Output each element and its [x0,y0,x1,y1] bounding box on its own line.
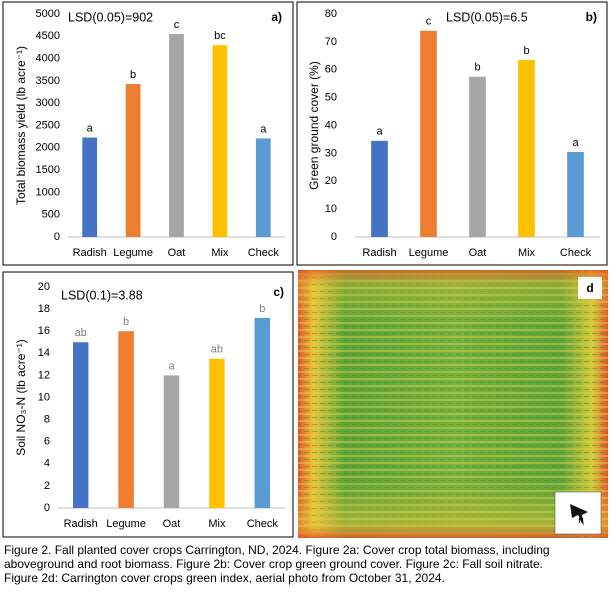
panel-label: b) [586,10,597,24]
y-tick-label: 8 [44,414,50,426]
bar [72,342,89,508]
panel-label: a) [271,10,282,24]
north-arrow [570,504,588,526]
significance-letter: a [260,123,267,135]
x-tick-label: Mix [211,247,229,259]
y-tick-label: 20 [325,175,337,187]
y-tick-label: 10 [38,391,50,403]
caption-line: aboveground and root biomass. Figure 2b:… [4,557,543,571]
significance-letter: ab [75,327,87,339]
y-tick-label: 4500 [36,30,60,42]
significance-letter: ab [211,344,223,356]
significance-letter: b [130,69,136,81]
y-tick-label: 2 [44,480,50,492]
y-tick-label: 40 [325,119,337,131]
bar [169,34,184,237]
panel-label: d [586,281,593,295]
x-tick-label: Legume [113,247,153,259]
y-axis-title: Soil NO₃-N (lb acre⁻¹) [14,339,28,456]
x-tick-label: Oat [469,247,487,259]
y-tick-label: 6 [44,436,50,448]
x-tick-label: Oat [168,247,186,259]
y-tick-label: 500 [42,209,60,221]
y-tick-label: 2000 [36,142,60,154]
y-tick-label: 80 [325,8,337,20]
significance-letter: bc [214,30,226,42]
x-tick-label: Radish [362,247,396,259]
significance-letter: b [474,62,480,74]
x-tick-label: Check [560,247,592,259]
bar [212,45,228,237]
y-axis-title: Green ground cover (%) [307,61,321,190]
y-tick-label: 1500 [36,164,60,176]
x-tick-label: Check [248,247,280,259]
y-tick-label: 0 [54,231,60,243]
y-tick-label: 16 [38,325,50,337]
x-tick-label: Mix [208,518,226,530]
bar [82,137,98,237]
bar [255,138,271,237]
significance-letter: b [123,316,129,328]
panel-frame [296,1,608,266]
y-tick-label: 0 [44,502,50,514]
aerial-image: N d [298,270,608,538]
bar [518,59,535,238]
x-tick-label: Radish [73,247,107,259]
x-tick-label: Legume [106,518,146,530]
y-tick-label: 12 [38,369,50,381]
y-tick-label: 5000 [36,8,60,20]
y-tick-label: 4000 [36,53,60,65]
annotation: LSD(0.1)=3.88 [61,288,143,302]
significance-letter: b [523,45,529,57]
significance-letter: a [572,137,579,149]
y-tick-label: 70 [325,36,337,48]
y-tick-label: 3000 [36,97,60,109]
y-tick-label: 20 [38,281,50,293]
y-tick-label: 1000 [36,186,60,198]
bar [371,140,388,237]
y-tick-label: 2500 [36,119,60,131]
bar [209,358,225,508]
panel-label-box [578,277,602,299]
panel-label: c) [273,285,284,299]
annotation: LSD(0.05)=902 [68,10,153,24]
caption-line: Figure 2d: Carrington cover crops green … [4,571,445,585]
panel-frame [2,1,294,266]
bar [420,30,437,237]
bar [125,84,141,237]
y-tick-label: 10 [325,203,337,215]
bar [163,375,180,508]
bar [567,151,584,237]
y-tick-label: 14 [38,347,50,359]
significance-letter: a [87,122,94,134]
caption-line: Figure 2. Fall planted cover crops Carri… [4,543,550,557]
y-tick-label: 4 [44,458,50,470]
x-tick-label: Legume [409,247,449,259]
x-tick-label: Radish [64,518,98,530]
y-tick-label: 3500 [36,75,60,87]
significance-letter: c [426,16,432,28]
north-label: N [578,518,583,525]
y-tick-label: 50 [325,92,337,104]
y-tick-label: 18 [38,303,50,315]
x-tick-label: Mix [518,247,536,259]
y-tick-label: 60 [325,64,337,76]
significance-letter: c [174,19,180,31]
bar [469,76,486,237]
y-tick-label: 0 [331,231,337,243]
bar [254,317,271,508]
annotation: LSD(0.05)=6.5 [446,10,528,24]
bar [118,331,134,508]
panel-frame [2,271,294,538]
y-tick-label: 30 [325,147,337,159]
x-tick-label: Check [247,518,279,530]
significance-letter: b [259,303,265,315]
x-tick-label: Oat [163,518,181,530]
significance-letter: a [168,360,175,372]
y-axis-title: Total biomass yield (lb acre⁻¹) [14,46,28,205]
significance-letter: a [376,126,383,138]
